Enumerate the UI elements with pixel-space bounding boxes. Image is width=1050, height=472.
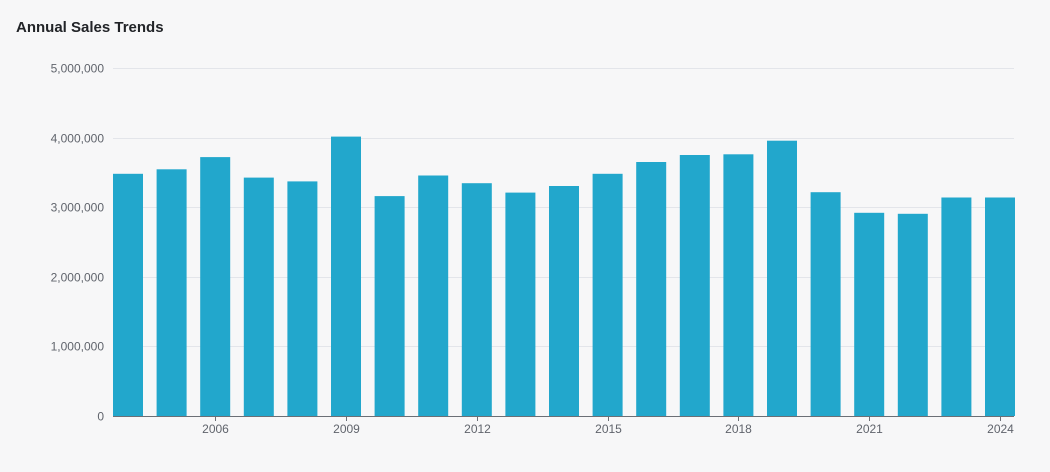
bar-2024: [985, 197, 1015, 416]
bar-2014: [549, 186, 579, 416]
y-tick-label: 1,000,000: [51, 340, 105, 354]
bar-2012: [461, 183, 492, 416]
bar-2020: [810, 192, 841, 416]
bar-2007: [243, 177, 274, 416]
bar-2005: [156, 169, 187, 416]
y-tick-label: 2,000,000: [51, 271, 105, 285]
bar-2015: [592, 173, 623, 416]
x-tick-label: 2006: [202, 422, 229, 436]
y-tick-label: 0: [97, 410, 104, 424]
x-tick-label: 2018: [725, 422, 752, 436]
bar-2013: [505, 192, 536, 416]
bar-2022: [897, 213, 928, 416]
y-tick-label: 3,000,000: [51, 201, 105, 215]
x-axis: 2006 2009 2012 2015 2018 2021 2024: [113, 416, 1014, 436]
bar-2011: [418, 175, 449, 416]
chart-title: Annual Sales Trends: [16, 19, 164, 36]
x-tick-label: 2021: [856, 422, 883, 436]
x-tick-label: 2015: [595, 422, 622, 436]
x-tick-label: 2024: [987, 422, 1014, 436]
bar-2018: [723, 154, 754, 417]
bar-2009: [331, 136, 361, 416]
bars: [113, 136, 1015, 417]
bar-2017: [679, 155, 710, 416]
bar-2004: [113, 173, 143, 416]
bar-2008: [287, 181, 318, 416]
y-tick-label: 5,000,000: [51, 62, 105, 76]
bar-2016: [636, 162, 667, 416]
bar-2010: [374, 196, 405, 416]
x-tick-label: 2012: [464, 422, 491, 436]
y-tick-label: 4,000,000: [51, 132, 105, 146]
bar-2019: [767, 140, 797, 416]
x-tick-label: 2009: [333, 422, 360, 436]
bar-2023: [941, 197, 972, 416]
bar-2021: [854, 212, 885, 416]
bar-2006: [200, 157, 231, 416]
y-axis-labels: 0 1,000,000 2,000,000 3,000,000 4,000,000 5,0…: [51, 62, 105, 424]
